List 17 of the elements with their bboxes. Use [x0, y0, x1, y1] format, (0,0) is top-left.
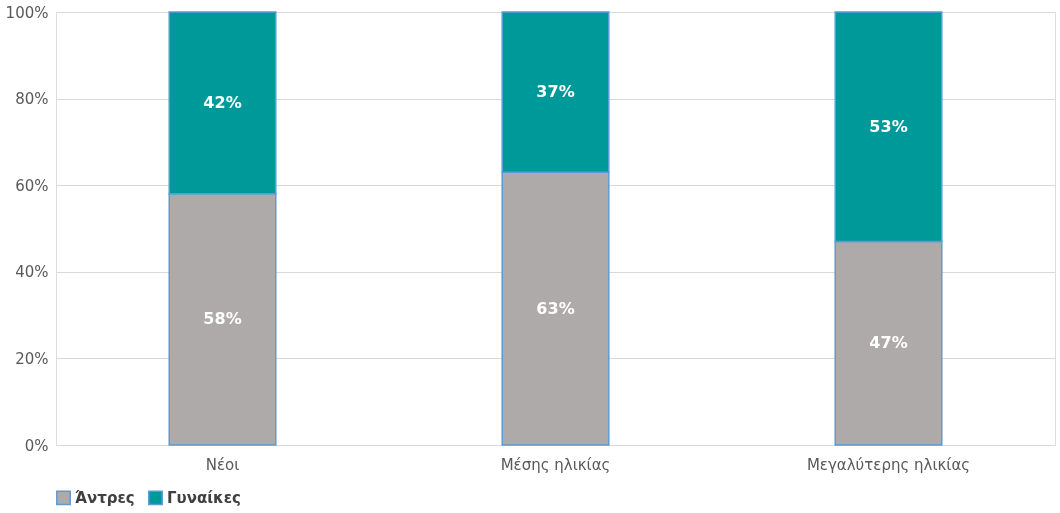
data-label: 37% — [536, 82, 575, 102]
legend-label: Άντρες — [75, 488, 135, 507]
legend-label: Γυναίκες — [167, 488, 241, 507]
data-label: 53% — [869, 116, 908, 136]
y-tick-label: 0% — [24, 436, 49, 455]
y-tick-label: 100% — [5, 3, 49, 22]
data-label: 42% — [203, 92, 242, 112]
y-tick-label: 20% — [15, 349, 49, 368]
data-label: 63% — [536, 298, 575, 318]
x-tick-label: Μέσης ηλικίας — [500, 455, 611, 474]
y-tick-label: 80% — [15, 90, 49, 109]
data-label: 47% — [869, 333, 908, 353]
data-label: 58% — [203, 309, 242, 329]
y-tick-label: 40% — [15, 263, 49, 282]
x-tick-label: Μεγαλύτερης ηλικίας — [806, 455, 971, 474]
x-tick-label: Νέοι — [205, 455, 240, 474]
y-tick-label: 60% — [15, 176, 49, 195]
